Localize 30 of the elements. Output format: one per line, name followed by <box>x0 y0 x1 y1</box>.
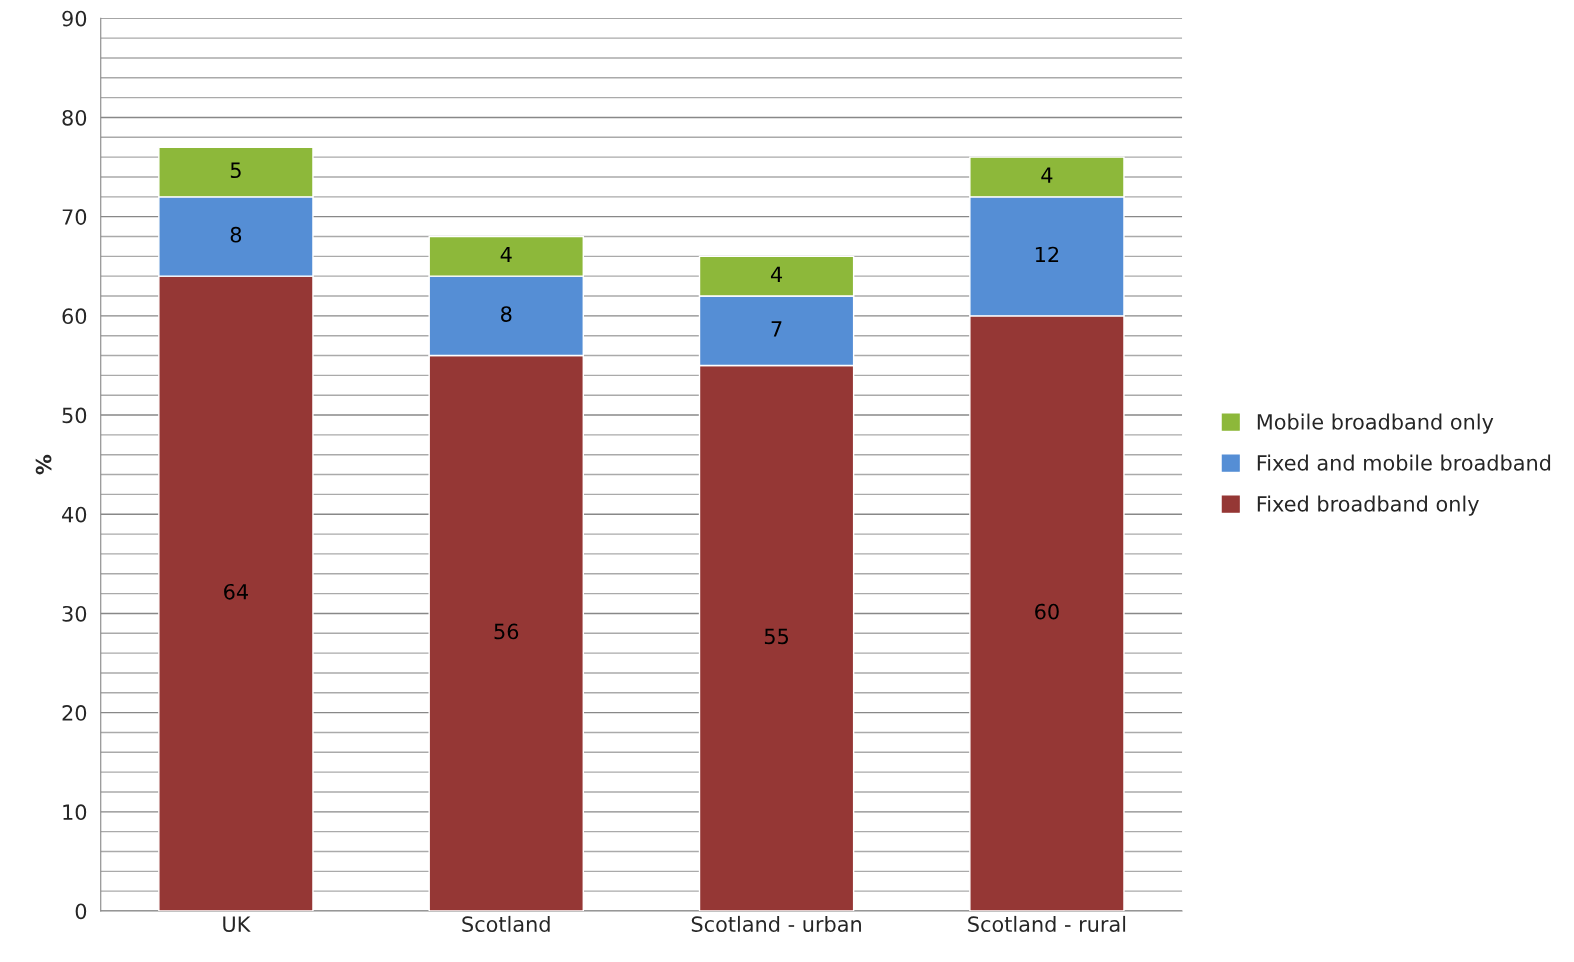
x-tick-label: Scotland <box>462 915 550 932</box>
x-tick-label: Scotland - rural <box>968 915 1126 932</box>
data-label: 4 <box>500 246 512 263</box>
data-label: 56 <box>494 623 519 640</box>
y-tick-label: 90 <box>62 10 87 27</box>
data-label: 8 <box>501 306 512 322</box>
data-label: 8 <box>230 226 242 243</box>
y-tick-label: 80 <box>62 109 87 126</box>
y-tick-label: 40 <box>62 506 87 523</box>
y-tick-label: 30 <box>62 605 87 622</box>
y-tick-label: 0 <box>75 903 87 920</box>
y-tick-label: 10 <box>63 804 87 821</box>
data-label: 64 <box>224 583 248 600</box>
data-label: 4 <box>1041 167 1053 183</box>
data-label: 5 <box>230 162 241 179</box>
data-label: 7 <box>771 321 782 337</box>
data-label: 4 <box>770 266 783 282</box>
y-tick-label: 20 <box>62 705 87 721</box>
y-tick-label: 70 <box>62 209 87 225</box>
y-tick-label: 60 <box>62 308 87 325</box>
data-label: 12 <box>1035 246 1059 263</box>
data-label: 55 <box>764 628 789 645</box>
x-tick-label: UK <box>223 916 251 932</box>
legend-label: Mobile broadband only <box>1257 413 1494 434</box>
y-tick-label: 50 <box>62 407 87 424</box>
data-label: 60 <box>1035 603 1059 620</box>
legend-label: Fixed and mobile broadband <box>1257 454 1551 471</box>
legend-label: Fixed broadband only <box>1257 495 1479 516</box>
y-axis-title: % <box>35 454 52 475</box>
x-tick-label: Scotland - urban <box>691 915 861 932</box>
